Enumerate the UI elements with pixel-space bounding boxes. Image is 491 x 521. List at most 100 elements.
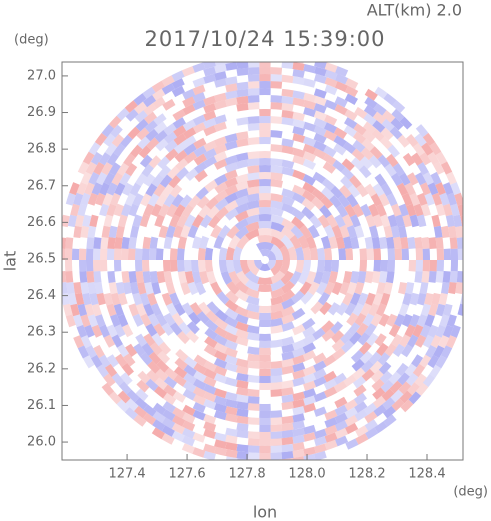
echo-cell <box>126 389 140 403</box>
echo-cell <box>307 281 320 296</box>
echo-cell <box>172 117 186 129</box>
echo-cell <box>346 225 357 239</box>
echo-cell <box>247 165 260 174</box>
x-tick-label: 128.2 <box>348 467 385 482</box>
echo-cell <box>303 432 316 442</box>
echo-cell <box>400 236 409 249</box>
echo-cell <box>381 118 395 132</box>
echo-cell <box>158 203 170 217</box>
echo-cell <box>360 203 372 217</box>
echo-cell <box>140 193 152 207</box>
echo-cell <box>190 260 199 273</box>
echo-cell <box>333 135 347 148</box>
echo-cell <box>204 247 214 260</box>
echo-cell <box>108 391 122 405</box>
echo-cell <box>379 136 393 150</box>
echo-cell <box>364 183 377 197</box>
echo-cell <box>259 431 271 439</box>
echo-cell <box>203 360 217 372</box>
echo-cell <box>349 292 361 306</box>
echo-cell <box>421 237 430 249</box>
echo-cell <box>247 81 260 89</box>
echo-cell <box>391 108 405 122</box>
echo-cell <box>457 248 463 260</box>
echo-cell <box>396 182 409 196</box>
echo-cell <box>411 152 424 166</box>
echo-cell <box>224 299 239 312</box>
echo-cell <box>156 359 170 373</box>
echo-cell <box>203 125 217 137</box>
echo-cell <box>415 124 429 138</box>
echo-cell <box>185 168 199 181</box>
echo-cell <box>424 292 434 306</box>
echo-cell <box>225 290 239 304</box>
echo-cell <box>281 62 294 69</box>
echo-cell <box>189 302 203 316</box>
echo-cell <box>111 134 125 148</box>
echo-cell <box>172 391 186 403</box>
echo-cell <box>313 391 327 403</box>
echo-cell <box>224 155 238 166</box>
echo-cell <box>192 409 206 421</box>
echo-cell <box>382 405 396 419</box>
echo-cell <box>203 383 217 395</box>
echo-cell <box>115 353 128 368</box>
echo-cell <box>166 203 178 218</box>
echo-cell <box>213 121 227 132</box>
echo-cell <box>71 248 80 260</box>
echo-cell <box>235 328 249 339</box>
echo-cell <box>297 235 310 249</box>
echo-cell <box>159 174 173 188</box>
echo-cell <box>439 314 450 328</box>
echo-cell <box>339 224 350 239</box>
echo-cell <box>235 159 249 169</box>
echo-cell <box>76 324 88 338</box>
echo-cell <box>147 292 158 306</box>
echo-cell <box>428 237 437 249</box>
echo-cell <box>203 344 218 357</box>
echo-cell <box>438 335 450 349</box>
echo-cell <box>344 399 358 411</box>
echo-cell <box>145 128 159 142</box>
echo-cell <box>142 94 157 108</box>
echo-cell <box>214 309 229 322</box>
echo-cell <box>407 236 416 249</box>
echo-cell <box>378 236 388 249</box>
echo-cell <box>116 107 130 121</box>
echo-cell <box>394 313 406 327</box>
echo-cell <box>225 413 238 423</box>
echo-cell <box>281 422 294 432</box>
echo-cell <box>106 303 117 317</box>
echo-cell <box>214 439 227 449</box>
echo-cell <box>108 115 122 129</box>
echo-cell <box>270 95 283 103</box>
echo-cell <box>335 236 346 249</box>
x-tick-label: 128.4 <box>408 467 445 482</box>
echo-cell <box>213 350 228 362</box>
echo-cell <box>333 372 347 385</box>
echo-cell <box>372 111 386 125</box>
echo-cell <box>314 73 327 84</box>
echo-cell <box>364 88 378 101</box>
echo-cell <box>80 314 91 328</box>
echo-cell <box>154 121 168 134</box>
echo-cell <box>436 260 444 272</box>
y-tick-label: 26.0 <box>27 435 56 450</box>
echo-cell <box>225 83 238 93</box>
echo-cell <box>295 246 304 260</box>
echo-cell <box>292 456 305 460</box>
echo-cell <box>371 128 385 142</box>
echo-cell <box>106 354 119 368</box>
echo-cell <box>354 225 365 239</box>
echo-cell <box>153 113 167 126</box>
echo-cell <box>108 282 118 295</box>
echo-cell <box>281 289 296 302</box>
echo-cell <box>96 172 108 186</box>
echo-cell <box>140 313 152 327</box>
echo-cell <box>156 271 166 284</box>
echo-cell <box>323 129 337 142</box>
echo-cell <box>342 214 354 228</box>
echo-cell <box>390 389 404 403</box>
echo-cell <box>349 331 362 345</box>
echo-cell <box>281 117 294 126</box>
